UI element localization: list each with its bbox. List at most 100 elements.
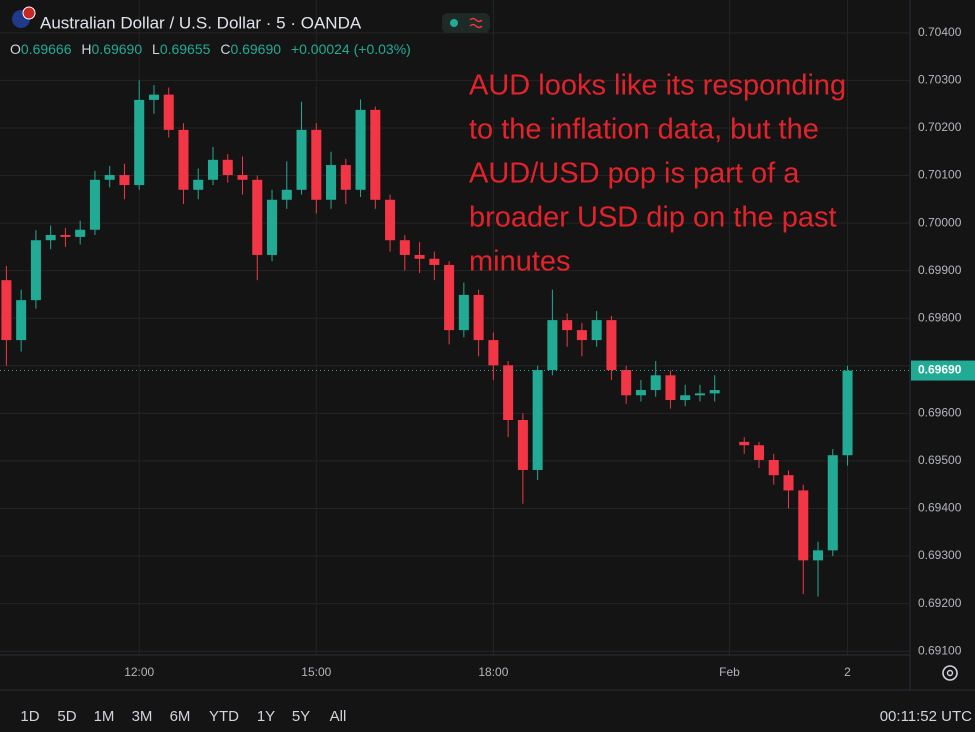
- candle-body: [222, 159, 233, 176]
- y-tick-label: 0.69300: [918, 548, 962, 562]
- candle-body: [252, 179, 263, 255]
- candle-body: [414, 254, 425, 259]
- candle-body: [768, 459, 779, 476]
- y-tick-label: 0.69500: [918, 453, 962, 467]
- candle-body: [562, 320, 573, 331]
- axes: 0.69100 0.69200 0.69300 0.69400 0.69500 0.696…: [0, 25, 975, 679]
- candle-body: [370, 109, 381, 200]
- x-tick-label: 15:00: [301, 665, 331, 679]
- ohlc-label: O: [10, 41, 21, 57]
- range-button[interactable]: 3M: [132, 708, 153, 725]
- x-tick-label: 12:00: [124, 665, 154, 679]
- annotation-line: minutes: [469, 246, 571, 278]
- candle-body: [281, 189, 292, 200]
- candle-body: [340, 165, 351, 190]
- candle-body: [30, 240, 41, 301]
- annotation-line: broader USD dip on the past: [469, 202, 837, 234]
- candle-body: [134, 99, 145, 186]
- candle-body: [16, 300, 27, 341]
- x-tick-label: 2: [844, 665, 851, 679]
- candle-body: [606, 320, 617, 371]
- candle-body: [104, 175, 115, 180]
- candle-body: [178, 129, 189, 190]
- candle-body: [621, 370, 632, 396]
- y-tick-label: 0.70200: [918, 120, 962, 134]
- candle-body: [163, 94, 174, 130]
- range-button[interactable]: 1D: [20, 708, 39, 725]
- candle-body: [89, 179, 100, 230]
- candle-body: [296, 129, 307, 190]
- candle-body: [193, 179, 204, 190]
- candle-body: [798, 490, 809, 561]
- candle-body: [326, 165, 337, 200]
- candle-body: [385, 199, 396, 241]
- annotation: AUD looks like its responding to the infl…: [469, 70, 846, 278]
- gear-hub: [946, 669, 954, 677]
- candle-body: [517, 420, 528, 470]
- wave-icon: [469, 17, 483, 29]
- y-tick-label: 0.69800: [918, 310, 962, 324]
- range-button[interactable]: 1Y: [257, 708, 275, 725]
- range-button[interactable]: All: [330, 708, 347, 725]
- candle-body: [547, 320, 558, 371]
- symbol-title: Australian Dollar / U.S. Dollar · 5 · OA…: [40, 13, 362, 32]
- status-dot: [450, 19, 458, 27]
- y-tick-label: 0.69200: [918, 596, 962, 610]
- candle-body: [60, 234, 71, 237]
- candle-body: [709, 390, 720, 394]
- candle-body: [399, 240, 410, 255]
- ohlc-change: +0.00024 (+0.03%): [291, 41, 411, 57]
- candle-body: [119, 175, 130, 186]
- candle-body: [444, 264, 455, 331]
- range-button[interactable]: YTD: [209, 708, 239, 725]
- range-button[interactable]: 6M: [170, 708, 191, 725]
- header: Australian Dollar / U.S. Dollar · 5 · OA…: [10, 6, 490, 57]
- y-tick-label: 0.70300: [918, 73, 962, 87]
- candle-body: [783, 475, 794, 491]
- ohlc-line: O0.69666 H0.69690 L0.69655 C0.69690 +0.0…: [10, 41, 411, 57]
- y-tick-label: 0.69400: [918, 501, 962, 515]
- candle-body: [680, 395, 691, 401]
- range-button[interactable]: 5D: [57, 708, 76, 725]
- y-tick-label: 0.70000: [918, 215, 962, 229]
- ohlc-value: 0.69655: [160, 41, 211, 57]
- ohlc-value: 0.69690: [230, 41, 281, 57]
- x-tick-label: Feb: [719, 665, 740, 679]
- status-badge[interactable]: [442, 13, 490, 33]
- y-tick-label: 0.70400: [918, 25, 962, 39]
- candle-body: [458, 294, 469, 331]
- ohlc-label: C: [220, 41, 230, 57]
- candle-body: [650, 375, 661, 391]
- candle-body: [532, 370, 543, 470]
- candle-body: [812, 550, 824, 561]
- ohlc-value: 0.69690: [92, 41, 143, 57]
- candle-body: [266, 199, 278, 255]
- candle-body: [488, 340, 499, 366]
- candle-body: [473, 294, 484, 341]
- candle-body: [355, 109, 366, 190]
- candle-body: [635, 390, 646, 396]
- y-tick-label: 0.69100: [918, 643, 962, 657]
- candle-body: [429, 258, 440, 265]
- candle-body: [45, 234, 56, 241]
- annotation-line: to the inflation data, but the: [469, 114, 819, 146]
- ohlc-label: L: [152, 41, 160, 57]
- candle-body: [503, 365, 514, 421]
- candle-body: [311, 129, 322, 200]
- candle-body: [665, 375, 676, 401]
- ohlc-label: H: [81, 41, 91, 57]
- candle-body: [75, 229, 86, 237]
- y-tick-label: 0.69600: [918, 406, 962, 420]
- range-button[interactable]: 5Y: [292, 708, 310, 725]
- candle-body: [842, 370, 853, 456]
- candle-body: [237, 175, 248, 180]
- last-price-badge: [911, 360, 975, 381]
- candle-body: [591, 320, 602, 341]
- settings-icon[interactable]: [942, 665, 958, 681]
- annotation-line: AUD looks like its responding: [469, 70, 846, 102]
- range-button[interactable]: 1M: [94, 708, 115, 725]
- annotation-line: AUD/USD pop is part of a: [469, 158, 800, 190]
- grid: [0, 0, 910, 655]
